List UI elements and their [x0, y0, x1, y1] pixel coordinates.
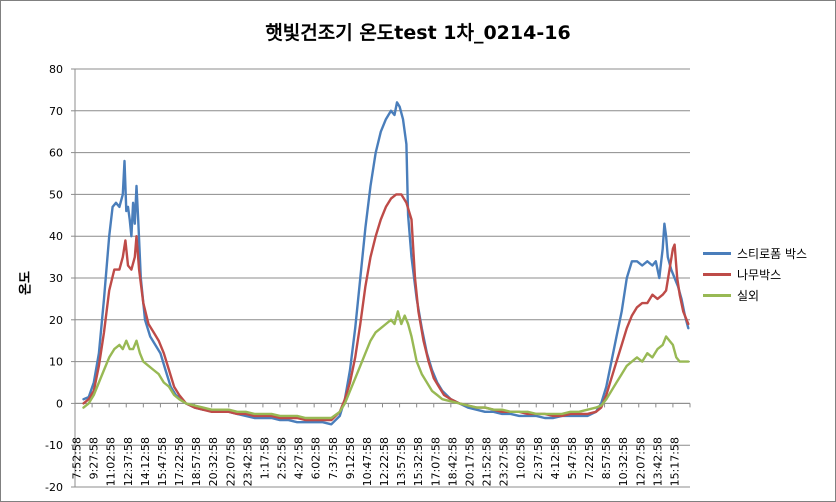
y-tick-label: 70	[49, 105, 63, 118]
y-tick-label: 50	[49, 188, 63, 201]
x-tick-label: 9:12:58	[344, 437, 357, 479]
y-tick-label: 30	[49, 272, 63, 285]
series-line-2	[82, 310, 690, 420]
x-tick-label: 14:12:58	[139, 437, 152, 486]
x-tick-label: 7:22:58	[583, 437, 596, 479]
x-tick-label: 20:17:58	[463, 437, 476, 486]
legend-label-outdoor: 실외	[737, 289, 760, 303]
legend-swatch-styrofoam	[703, 252, 731, 255]
x-tick-label: 9:27:58	[88, 437, 101, 479]
x-tick-label: 17:22:58	[173, 437, 186, 486]
legend-label-styrofoam: 스티로폼 박스	[737, 247, 808, 261]
y-tick-label: 0	[56, 397, 63, 410]
x-tick-label: 4:27:58	[293, 437, 306, 479]
x-tick-label: 12:07:58	[634, 437, 647, 486]
series-line-0	[82, 101, 690, 426]
y-tick-label: 60	[49, 147, 63, 160]
x-tick-label: 18:57:58	[190, 437, 203, 486]
x-tick-label: 11:02:58	[105, 437, 118, 486]
y-tick-label: 20	[49, 314, 63, 327]
x-tick-label: 6:02:58	[310, 437, 323, 479]
y-tick-label: 10	[49, 356, 63, 369]
legend-label-wood: 나무박스	[737, 268, 782, 282]
x-tick-label: 12:37:58	[122, 437, 135, 486]
x-tick-label: 23:42:58	[241, 437, 254, 486]
x-tick-label: 13:57:58	[395, 437, 408, 486]
legend: 스티로폼 박스 나무박스 실외	[703, 243, 807, 306]
x-tick-label: 17:07:58	[429, 437, 442, 486]
x-tick-label: 2:52:58	[276, 437, 289, 479]
x-tick-label: 15:32:58	[412, 437, 425, 486]
x-tick-label: 7:52:58	[71, 437, 84, 479]
y-tick-label: 40	[49, 230, 63, 243]
x-tick-label: 12:22:58	[378, 437, 391, 486]
chart-title: 햇빛건조기 온도test 1차_0214-16	[265, 22, 571, 44]
y-tick-label: 80	[49, 63, 63, 76]
x-tick-label: 22:07:58	[224, 437, 237, 486]
series-line-1	[82, 193, 690, 422]
x-tick-label: 21:52:58	[481, 437, 494, 486]
x-tick-label: 5:47:58	[566, 437, 579, 479]
x-tick-label: 23:27:58	[498, 437, 511, 486]
x-tick-label: 2:37:58	[532, 437, 545, 479]
legend-item-styrofoam: 스티로폼 박스	[703, 243, 807, 264]
legend-swatch-wood	[703, 273, 731, 276]
x-tick-label: 15:17:58	[668, 437, 681, 486]
y-tick-label: -20	[45, 481, 63, 494]
x-tick-label: 1:17:58	[258, 437, 271, 479]
legend-item-outdoor: 실외	[703, 285, 807, 306]
legend-item-wood: 나무박스	[703, 264, 807, 285]
x-tick-label: 18:42:58	[446, 437, 459, 486]
y-tick-label: -10	[45, 439, 63, 452]
x-tick-label: 10:47:58	[361, 437, 374, 486]
x-tick-label: 1:02:58	[515, 437, 528, 479]
legend-swatch-outdoor	[703, 294, 731, 297]
x-tick-label: 4:12:58	[549, 437, 562, 479]
x-tick-label: 13:42:58	[651, 437, 664, 486]
x-tick-label: 15:47:58	[156, 437, 169, 486]
x-tick-label: 10:32:58	[617, 437, 630, 486]
x-tick-label: 8:57:58	[600, 437, 613, 479]
x-tick-label: 7:37:58	[327, 437, 340, 479]
x-tick-label: 20:32:58	[207, 437, 220, 486]
